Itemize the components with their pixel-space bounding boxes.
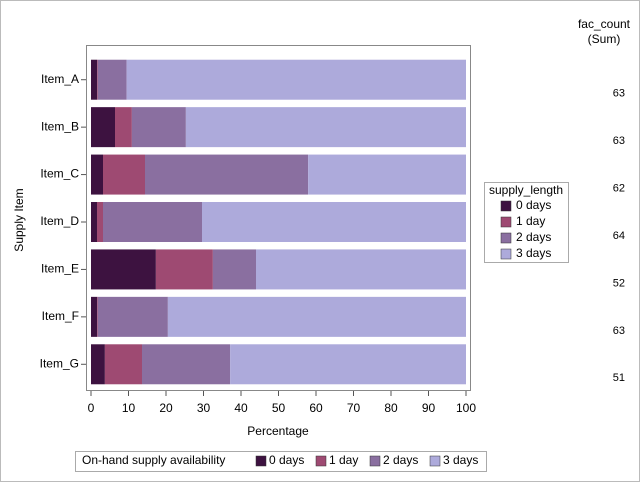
- bar-segment: [97, 202, 103, 242]
- legend-label: 3 days: [443, 453, 478, 467]
- y-tick-label: Item_E: [41, 262, 79, 276]
- x-tick-label: 20: [159, 401, 173, 415]
- x-tick-label: 0: [88, 401, 95, 415]
- column-header: (Sum): [588, 32, 621, 46]
- bar-segment: [91, 296, 97, 337]
- bottom-legend-box: [75, 451, 487, 472]
- legend-label: 1 day: [516, 214, 545, 228]
- bar-segment: [103, 202, 202, 242]
- fac-count-value: 62: [613, 182, 625, 194]
- bar-segment: [256, 249, 466, 290]
- bar-segment: [97, 296, 168, 337]
- bar-segment: [212, 249, 256, 290]
- legend-swatch: [315, 455, 327, 467]
- bar-segment: [185, 107, 466, 148]
- bar-segment: [308, 154, 466, 195]
- bar-segment: [115, 107, 132, 148]
- legend-label: 2 days: [383, 453, 418, 467]
- bar-segment: [167, 296, 466, 337]
- y-tick-label: Item_F: [42, 309, 79, 323]
- bar-segment: [97, 59, 127, 100]
- x-tick-label: 60: [309, 401, 323, 415]
- x-tick-label: 40: [234, 401, 248, 415]
- y-tick-label: Item_D: [40, 214, 79, 228]
- legend-swatch: [500, 216, 512, 228]
- legend-title: supply_length: [489, 183, 563, 197]
- legend-label: 1 day: [329, 453, 358, 467]
- fac-count-value: 63: [613, 325, 625, 337]
- legend-swatch: [369, 455, 381, 467]
- legend-swatch: [500, 248, 512, 260]
- bar-segment: [104, 344, 142, 385]
- bar-segment: [97, 59, 98, 100]
- bar-segment: [202, 202, 466, 242]
- y-tick-label: Item_G: [40, 356, 79, 370]
- y-axis-label: Supply Item: [12, 188, 26, 251]
- legend-swatch: [500, 200, 512, 212]
- bar-segment: [91, 107, 115, 148]
- column-header: fac_count: [578, 17, 631, 31]
- x-tick-label: 30: [197, 401, 211, 415]
- x-tick-label: 70: [347, 401, 361, 415]
- bar-segment: [145, 154, 309, 195]
- fac-count-value: 51: [613, 372, 625, 384]
- legend-box: [484, 182, 569, 263]
- legend-swatch: [500, 232, 512, 244]
- bar-segment: [91, 344, 105, 385]
- bar-segment: [155, 249, 213, 290]
- bar-segment: [230, 344, 466, 385]
- y-tick-label: Item_C: [40, 167, 79, 181]
- y-tick-label: Item_A: [41, 72, 79, 86]
- legend-swatch: [255, 455, 267, 467]
- legend-label: 0 days: [269, 453, 304, 467]
- fac-count-value: 64: [613, 230, 625, 242]
- bar-segment: [91, 202, 97, 242]
- bar-segment: [97, 296, 98, 337]
- legend-swatch: [429, 455, 441, 467]
- x-tick-label: 10: [122, 401, 136, 415]
- bar-segment: [142, 344, 231, 385]
- x-axis-label: Percentage: [247, 424, 309, 438]
- legend-label: 3 days: [516, 246, 551, 260]
- fac-count-value: 52: [613, 277, 625, 289]
- bar-segment: [91, 249, 156, 290]
- bottom-legend-label: On-hand supply availability: [82, 453, 225, 467]
- fac-count-value: 63: [613, 135, 625, 147]
- fac-count-value: 63: [613, 88, 625, 100]
- bar-segment: [126, 59, 466, 100]
- x-tick-label: 50: [272, 401, 286, 415]
- bar-segment: [91, 59, 97, 100]
- bar-segment: [91, 154, 103, 195]
- legend-label: 0 days: [516, 198, 551, 212]
- bar-segment: [131, 107, 186, 148]
- x-tick-label: 90: [422, 401, 436, 415]
- x-tick-label: 80: [384, 401, 398, 415]
- bar-segment: [103, 154, 145, 195]
- legend-label: 2 days: [516, 230, 551, 244]
- y-tick-label: Item_B: [41, 119, 79, 133]
- x-tick-label: 100: [456, 401, 476, 415]
